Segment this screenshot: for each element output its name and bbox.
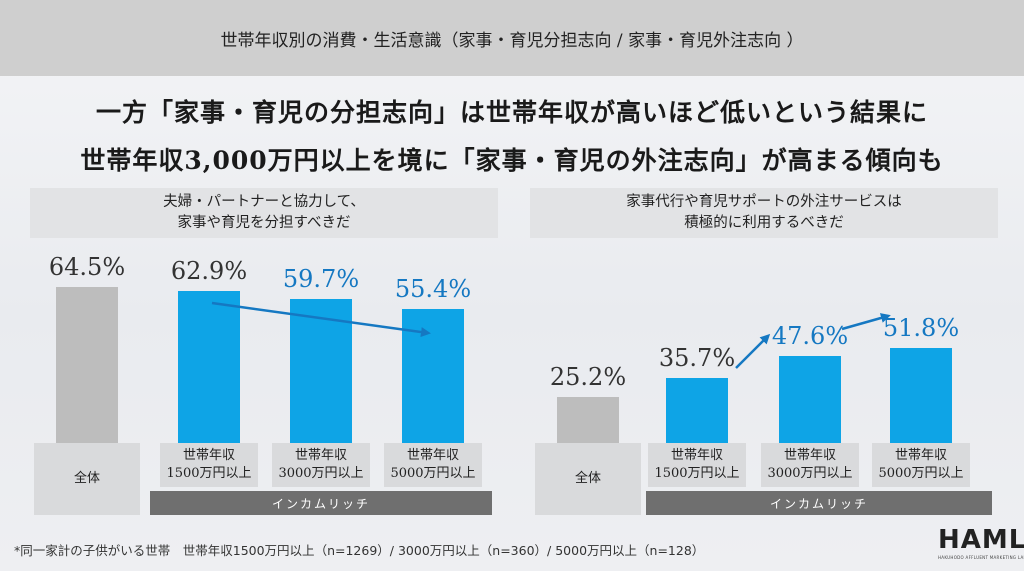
category-line: 3000万円以上 — [278, 466, 364, 481]
chart-2-value-label-3: 47.6% — [771, 321, 849, 350]
chart-1-category-label-4: 世帯年収 5000万円以上 — [384, 443, 482, 487]
rise-trend-arrow-1 — [735, 333, 771, 369]
chart-2-group-label: インカムリッチ — [646, 491, 992, 515]
category-line: 5000万円以上 — [878, 466, 964, 481]
chart-2-bar-2 — [666, 377, 728, 443]
chart-title-line: 夫婦・パートナーと協力して、 — [163, 193, 365, 210]
chart-1-category-label-2: 世帯年収 1500万円以上 — [160, 443, 258, 487]
category-line: 3000万円以上 — [767, 466, 853, 481]
chart-1-value-label-4: 55.4% — [394, 274, 472, 303]
chart-1-bar-3 — [290, 298, 352, 443]
chart-title-line: 家事や育児を分担すべきだ — [177, 215, 351, 231]
chart-2-bar-4 — [890, 348, 952, 443]
category-line: 世帯年収 — [783, 448, 836, 464]
headline-line-2: 世帯年収3,000万円以上を境に「家事・育児の外注志向」が高まる傾向も — [80, 146, 944, 175]
headline-line-1: 一方「家事・育児の分担志向」は世帯年収が高いほど低いという結果に — [95, 98, 928, 127]
category-line: 1500万円以上 — [166, 466, 252, 481]
chart-1-category-label-3: 世帯年収 3000万円以上 — [272, 443, 370, 487]
category-line: 全体 — [73, 471, 100, 487]
chart-1-title: 夫婦・パートナーと協力して、 家事や育児を分担すべきだ — [30, 188, 498, 238]
haml-logo: HAML HAKUHODO AFFLUENT MARKETING LAB — [938, 525, 1024, 560]
chart-2-category-label-2: 世帯年収 1500万円以上 — [648, 443, 746, 487]
chart-2-bar-1 — [557, 396, 619, 443]
logo-wordmark: HAML — [938, 525, 1024, 555]
category-line: 1500万円以上 — [654, 466, 740, 481]
category-line: 全体 — [574, 471, 601, 487]
chart-2-category-label-4: 世帯年収 5000万円以上 — [872, 443, 970, 487]
header-title: 世帯年収別の消費・生活意識（家事・育児分担志向 / 家事・育児外注志向 ） — [220, 30, 804, 51]
logo-subtitle: HAKUHODO AFFLUENT MARKETING LAB — [938, 555, 1024, 560]
chart-1-value-label-3: 59.7% — [282, 264, 360, 293]
chart-2-value-label-4: 51.8% — [882, 314, 960, 343]
rise-trend-arrow-2 — [841, 313, 891, 331]
chart-2-title: 家事代行や育児サポートの外注サービスは 積極的に利用するべきだ — [530, 188, 998, 238]
category-line: 世帯年収 — [182, 448, 235, 464]
chart-2-category-label-3: 世帯年収 3000万円以上 — [761, 443, 859, 487]
chart-1-bar-2 — [178, 290, 240, 443]
chart-title-line: 家事代行や育児サポートの外注サービスは — [626, 193, 902, 210]
category-line: 世帯年収 — [670, 448, 723, 464]
chart-1-bar-1 — [56, 286, 118, 443]
category-line: 世帯年収 — [894, 448, 947, 464]
chart-1-value-label-1: 64.5% — [48, 252, 126, 281]
chart-1-value-label-2: 62.9% — [170, 256, 248, 285]
chart-2-bar-3 — [779, 355, 841, 443]
chart-2-value-label-2: 35.7% — [658, 343, 736, 372]
footnote: *同一家計の子供がいる世帯 世帯年収1500万円以上（n=1269）/ 3000… — [14, 543, 705, 558]
category-line: 5000万円以上 — [390, 466, 476, 481]
chart-2-value-label-1: 25.2% — [549, 362, 627, 391]
chart-title-line: 積極的に利用するべきだ — [684, 215, 844, 231]
chart-1-group-label: インカムリッチ — [150, 491, 492, 515]
decline-trend-arrow — [211, 301, 431, 337]
chart-2-category-label-1: 全体 — [535, 443, 641, 515]
page-header: 世帯年収別の消費・生活意識（家事・育児分担志向 / 家事・育児外注志向 ） — [0, 0, 1024, 76]
category-line: 世帯年収 — [406, 448, 459, 464]
chart-1-category-label-1: 全体 — [34, 443, 140, 515]
category-line: 世帯年収 — [294, 448, 347, 464]
